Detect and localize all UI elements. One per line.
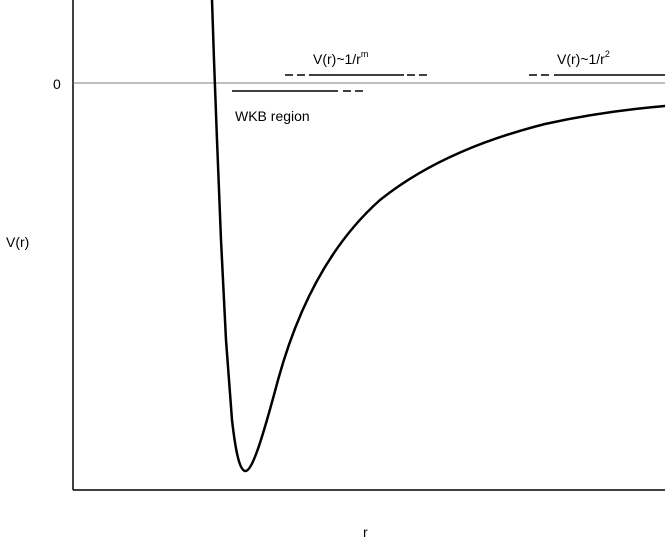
inverse-square-label: V(r)~1/r2 [557, 49, 610, 67]
inverse-power-label-exponent: m [361, 49, 369, 59]
inverse-square-label-exponent: 2 [605, 49, 610, 59]
inverse-power-label: V(r)~1/rm [313, 49, 368, 67]
inverse-power-label-base: V(r)~1/r [313, 51, 361, 67]
wkb-region-label: WKB region [235, 108, 310, 124]
x-axis-label: r [363, 524, 368, 540]
zero-tick-label: 0 [53, 76, 61, 92]
y-axis-label: V(r) [6, 234, 29, 250]
potential-curve [210, 0, 665, 473]
inverse-square-label-base: V(r)~1/r [557, 51, 605, 67]
